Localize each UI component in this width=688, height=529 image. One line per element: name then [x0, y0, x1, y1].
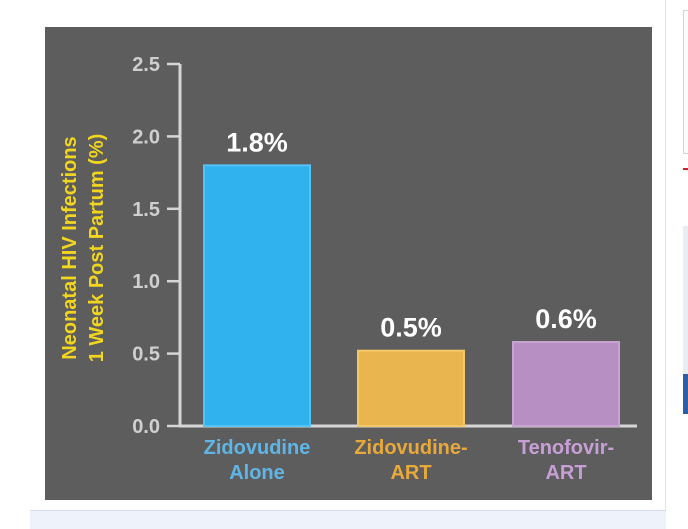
chart-slide: 0.0 0.5 1.0 1.5 2.0 2.5 Neonatal HIV Infection…	[45, 27, 652, 500]
y-tick-label: 2.5	[132, 54, 160, 76]
y-tick-label: 1.0	[132, 271, 160, 293]
category-label-line: ART	[545, 462, 586, 484]
bottom-strip	[30, 510, 666, 529]
y-axis-title-line: 1 Week Post Partum (%)	[86, 134, 108, 363]
y-tick-label: 0.0	[132, 416, 160, 438]
category-label-line: Alone	[229, 462, 285, 484]
side-panel	[683, 226, 688, 374]
bar-1	[203, 164, 311, 428]
category-label-line: ART	[390, 462, 431, 484]
category-label-line: Zidovudine	[204, 437, 311, 459]
category-label-line: Tenofovir-	[518, 437, 614, 459]
data-label: 0.6%	[535, 304, 597, 334]
bar-3	[512, 341, 620, 427]
side-banner	[683, 374, 688, 414]
y-tick-label: 2.0	[132, 126, 160, 148]
side-divider	[683, 168, 688, 170]
bar-chart: 0.0 0.5 1.0 1.5 2.0 2.5 Neonatal HIV Infection…	[59, 54, 637, 484]
data-label: 1.8%	[226, 127, 288, 157]
y-tick-label: 1.5	[132, 199, 160, 221]
bar-2	[357, 349, 465, 428]
y-axis-title-line: Neonatal HIV Infections	[59, 136, 81, 359]
category-label-line: Zidovudine-	[354, 437, 467, 459]
y-tick-label: 0.5	[132, 344, 160, 366]
side-card	[683, 10, 688, 154]
data-label: 0.5%	[380, 313, 442, 343]
